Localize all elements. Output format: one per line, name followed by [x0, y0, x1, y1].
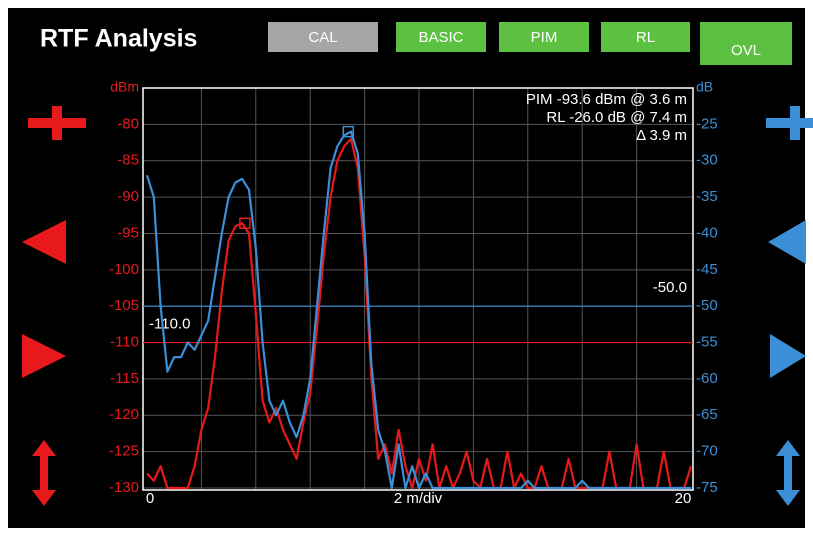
menu-button[interactable] — [700, 22, 792, 65]
left-button[interactable] — [22, 220, 66, 264]
y2-axis-label: dB — [696, 79, 713, 95]
y2-tick-label: -30 — [696, 152, 718, 169]
updown-button[interactable] — [776, 440, 800, 506]
menu-button[interactable] — [396, 22, 486, 52]
y2-tick-label: -45 — [696, 261, 718, 278]
marker-readout: Δ 3.9 m — [636, 127, 687, 144]
menu-button-label: PIM — [531, 29, 558, 46]
threshold-label: -50.0 — [653, 279, 687, 296]
y-tick-label: -105 — [109, 297, 139, 314]
plot-frame — [142, 87, 694, 491]
y2-tick-label: -75 — [696, 479, 718, 496]
y2-tick-label: -35 — [696, 188, 718, 205]
marker-readout: PIM -93.6 dBm @ 3.6 m — [526, 91, 687, 108]
peak-marker — [239, 217, 251, 230]
x-tick-label: 20 — [675, 490, 692, 507]
left-button[interactable] — [768, 220, 806, 264]
y-tick-label: -85 — [117, 152, 139, 169]
menu-button-label: RL — [636, 29, 655, 46]
marker-readout: RL -26.0 dB @ 7.4 m — [546, 109, 687, 126]
screen-title: RTF Analysis — [40, 25, 197, 53]
y-tick-label: -120 — [109, 406, 139, 423]
y-axis-label: dBm — [110, 79, 139, 95]
x-tick-label: 0 — [146, 490, 154, 507]
y2-tick-label: -60 — [696, 370, 718, 387]
y-tick-label: -100 — [109, 261, 139, 278]
right-button[interactable] — [770, 334, 806, 378]
y-tick-label: -80 — [117, 115, 139, 132]
left-controls — [22, 106, 86, 506]
menu-button[interactable] — [499, 22, 589, 52]
y2-tick-label: -55 — [696, 334, 718, 351]
plus-button[interactable] — [766, 106, 813, 140]
x-axis-label: 2 m/div — [394, 490, 443, 507]
y-tick-label: -110 — [110, 334, 139, 351]
y2-tick-label: -65 — [696, 406, 718, 423]
series-line — [145, 130, 691, 490]
y2-tick-label: -70 — [696, 443, 718, 460]
y-tick-label: -125 — [109, 443, 139, 460]
y-tick-label: -130 — [109, 479, 139, 496]
screen-bg — [8, 8, 805, 528]
peak-marker — [342, 125, 355, 138]
threshold-label: -110.0 — [149, 316, 190, 333]
y-tick-label: -95 — [117, 224, 139, 241]
menu-button-label: CAL — [308, 29, 337, 46]
y2-tick-label: -25 — [696, 115, 718, 132]
y2-tick-label: -50 — [696, 297, 718, 314]
plus-button[interactable] — [28, 106, 86, 140]
menu-button[interactable] — [601, 22, 690, 52]
y-tick-label: -90 — [117, 188, 139, 205]
menu-button-label: BASIC — [418, 29, 463, 46]
menu-button[interactable] — [268, 22, 378, 52]
y-tick-label: -115 — [110, 370, 139, 387]
right-controls — [766, 106, 813, 506]
right-button[interactable] — [22, 334, 66, 378]
y2-tick-label: -40 — [696, 224, 718, 241]
updown-button[interactable] — [32, 440, 56, 506]
menu-button-label: OVL — [731, 42, 761, 59]
